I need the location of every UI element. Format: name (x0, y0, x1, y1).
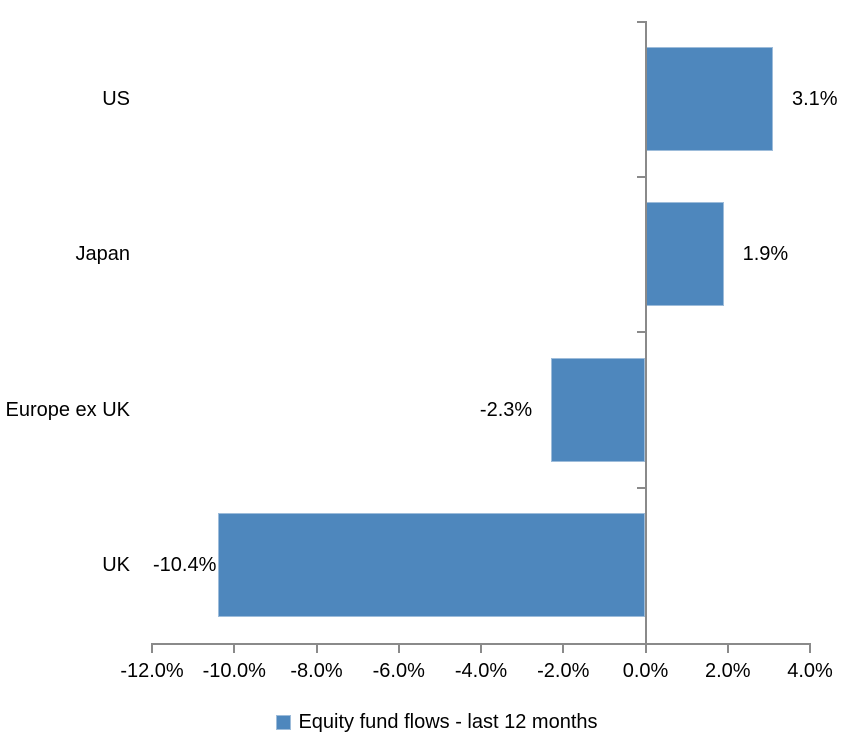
category-label-us: US (102, 87, 130, 110)
bar-uk (217, 513, 646, 618)
bar-us (645, 46, 773, 151)
value-label-europe-ex-uk: -2.3% (479, 398, 533, 421)
value-label-uk: -10.4% (153, 554, 217, 577)
x-tick-label: -2.0% (537, 660, 590, 682)
category-tick (636, 331, 645, 333)
x-axis-tick (726, 643, 729, 653)
zero-axis-line (644, 21, 647, 653)
x-axis-tick (562, 643, 565, 653)
value-label-japan: 1.9% (742, 243, 789, 266)
legend: Equity fund flows - last 12 months (0, 709, 852, 735)
x-axis-tick (480, 643, 482, 653)
x-tick-label: -4.0% (454, 660, 508, 682)
bar-europe-ex-uk (550, 357, 646, 462)
category-label-uk: UK (102, 554, 130, 577)
category-tick (636, 21, 645, 23)
x-tick-label: -8.0% (290, 660, 343, 682)
x-tick-label: 4.0% (787, 660, 833, 682)
bar-japan (645, 202, 724, 307)
x-tick-label: -6.0% (372, 660, 425, 682)
category-tick (636, 486, 645, 489)
x-axis-tick (315, 643, 318, 653)
x-axis-tick (151, 643, 153, 653)
x-axis-tick (809, 643, 811, 653)
x-axis-tick (233, 643, 236, 653)
x-tick-label: 0.0% (622, 660, 669, 682)
category-label-japan: Japan (75, 243, 131, 266)
x-tick-label: -10.0% (202, 660, 266, 682)
x-tick-label: -12.0% (120, 660, 184, 682)
category-label-europe-ex-uk: Europe ex UK (5, 398, 130, 421)
category-tick (636, 175, 645, 178)
legend-swatch-icon (276, 714, 292, 730)
value-label-us: 3.1% (791, 87, 838, 110)
x-tick-label: 2.0% (704, 660, 751, 682)
x-axis-tick (397, 643, 400, 653)
legend-label: Equity fund flows - last 12 months (298, 711, 598, 733)
